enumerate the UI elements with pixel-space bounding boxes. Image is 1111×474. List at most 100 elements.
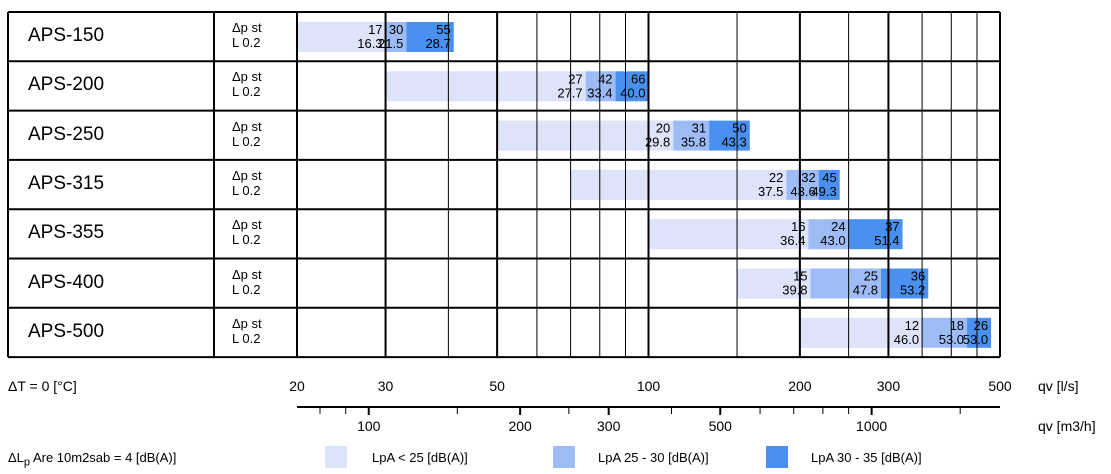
lw-value: 51.4 — [874, 233, 899, 248]
bar-aps-250-low — [497, 120, 674, 151]
param-labels: Δp st L 0.2 — [232, 267, 262, 297]
dp-value: 31 — [692, 121, 706, 136]
param-labels: Δp st L 0.2 — [232, 118, 262, 149]
dp-value: 55 — [436, 22, 450, 37]
dp-param-label: Δp st — [232, 118, 262, 134]
model-name: APS-315 — [28, 172, 105, 194]
bar-aps-400-mid — [810, 268, 882, 299]
model-name: APS-355 — [28, 222, 105, 244]
lw-value: 53.0 — [939, 332, 964, 347]
bar-aps-200-low — [385, 71, 586, 102]
bar-aps-500-mid — [922, 317, 968, 348]
dp-value: 20 — [656, 121, 670, 136]
lw-value: 35.8 — [681, 135, 706, 150]
x-tick-label: 500 — [988, 378, 1012, 394]
secondary-tick-label: 500 — [709, 418, 733, 434]
lw-value: 37.5 — [758, 184, 783, 199]
dp-param-label: Δp st — [232, 69, 262, 85]
x-tick-label: 300 — [877, 378, 901, 394]
param-labels: Δp st L 0.2 — [232, 218, 262, 247]
dp-param-label: Δp st — [232, 167, 262, 183]
lw-param-label: L 0.2 — [232, 35, 261, 50]
lw-value: 46.0 — [894, 332, 919, 347]
lw-value: 29.8 — [645, 135, 670, 150]
dp-value: 26 — [974, 318, 988, 333]
bar-aps-500-low — [799, 317, 923, 348]
secondary-tick-label: 1000 — [856, 418, 887, 434]
dp-value: 37 — [885, 219, 899, 234]
bar-aps-355-low — [648, 219, 809, 250]
x-tick-label: 30 — [378, 378, 394, 394]
correction-prefix: ΔL — [8, 450, 24, 465]
dp-value: 27 — [568, 71, 582, 86]
lw-param-label: L 0.2 — [232, 182, 261, 198]
x-axis-label: qv [l/s] — [1038, 378, 1078, 394]
lw-param-label: L 0.2 — [232, 232, 261, 248]
dp-value: 18 — [950, 318, 964, 333]
dp-param-label: Δp st — [232, 315, 262, 331]
model-name: APS-200 — [28, 74, 105, 96]
dp-value: 32 — [801, 170, 815, 185]
model-name: APS-400 — [28, 271, 105, 293]
lw-value: 49.3 — [811, 184, 836, 199]
bar-aps-250-mid — [673, 120, 710, 151]
bar-aps-355-high — [848, 219, 903, 250]
model-name: APS-250 — [28, 123, 105, 145]
lw-param-label: L 0.2 — [232, 281, 261, 297]
param-labels: Δp st L 0.2 — [232, 315, 262, 346]
secondary-tick-label: 100 — [357, 418, 381, 434]
bar-aps-150-mid — [385, 22, 407, 52]
model-name: APS-500 — [28, 320, 105, 342]
bar-aps-355-mid — [808, 219, 849, 250]
dp-value: 16 — [791, 219, 805, 234]
bar-aps-200-mid — [585, 71, 616, 102]
dp-param-label: Δp st — [232, 217, 262, 233]
bar-aps-315-high — [818, 169, 840, 200]
bar-aps-200-high — [615, 71, 649, 102]
bar-aps-500-high — [967, 317, 992, 348]
legend-swatch-mid — [553, 446, 575, 468]
lw-value: 39.8 — [782, 283, 807, 298]
lw-value: 53.0 — [963, 332, 988, 347]
dp-param-label: Δp st — [232, 20, 262, 35]
param-labels: Δp st L 0.2 — [232, 21, 262, 50]
dp-value: 22 — [769, 170, 783, 185]
legend-label-low: LpA < 25 [dB(A)] — [372, 450, 468, 465]
secondary-tick-label: 200 — [508, 418, 532, 434]
lw-value: 43.6 — [790, 184, 815, 199]
legend-swatch-low — [325, 446, 347, 468]
lw-value: 47.8 — [853, 283, 878, 298]
bar-aps-315-mid — [786, 169, 819, 200]
bar-aps-315-low — [570, 169, 787, 200]
x-tick-label: 200 — [788, 378, 812, 394]
bar-aps-250-high — [709, 120, 750, 151]
lw-value: 16.3 — [357, 36, 382, 51]
dp-value: 24 — [831, 219, 845, 234]
secondary-axis-label: qv [m3/h] — [1038, 418, 1096, 434]
legend-label-mid: LpA 25 - 30 [dB(A)] — [598, 450, 709, 465]
dp-value: 30 — [389, 22, 403, 37]
bar-aps-400-low — [737, 268, 811, 299]
correction-sub: p — [23, 456, 31, 469]
param-labels: Δp st L 0.2 — [232, 70, 262, 99]
dp-value: 45 — [822, 170, 836, 185]
lw-value: 28.7 — [425, 36, 450, 51]
lw-value: 36.4 — [780, 233, 805, 248]
lw-value: 43.3 — [721, 135, 746, 150]
legend-swatch-high — [766, 446, 788, 468]
temperature-label: ΔT = 0 [°C] — [8, 378, 77, 394]
lw-value: 40.0 — [620, 85, 645, 100]
lw-param-label: L 0.2 — [232, 133, 261, 149]
legend-label-high: LpA 30 - 35 [dB(A)] — [811, 450, 922, 465]
lw-value: 43.0 — [820, 233, 845, 248]
dp-value: 50 — [732, 121, 746, 136]
lw-value: 53.2 — [900, 283, 925, 298]
lw-value: 21.5 — [378, 36, 403, 51]
dp-value: 25 — [864, 269, 878, 284]
dp-value: 12 — [905, 318, 919, 333]
bar-aps-150-low — [297, 22, 386, 52]
dp-value: 17 — [368, 22, 382, 37]
dp-value: 36 — [911, 269, 925, 284]
bar-aps-150-high — [406, 22, 454, 52]
model-name: APS-150 — [28, 25, 105, 46]
